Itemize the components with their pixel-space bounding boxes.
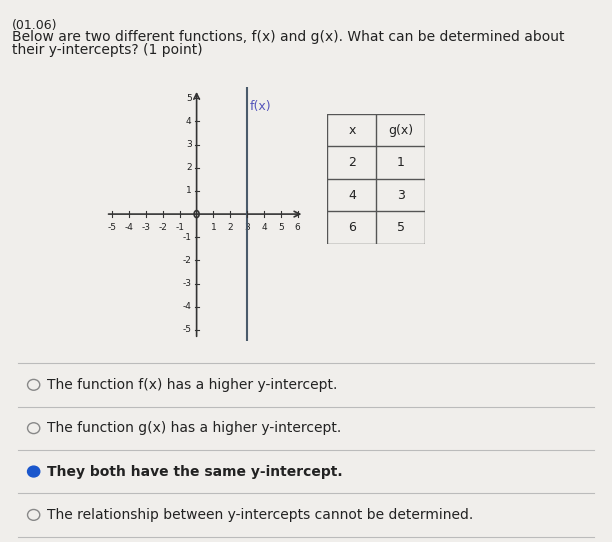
Text: -4: -4 <box>125 223 134 233</box>
Text: 1: 1 <box>397 156 405 169</box>
Text: 2: 2 <box>228 223 233 233</box>
Text: f(x): f(x) <box>250 100 271 113</box>
Text: -1: -1 <box>175 223 184 233</box>
Text: 3: 3 <box>186 140 192 149</box>
Text: 5: 5 <box>186 94 192 103</box>
Text: -1: -1 <box>182 233 192 242</box>
Text: their y-intercepts? (1 point): their y-intercepts? (1 point) <box>12 43 203 57</box>
Text: (01.06): (01.06) <box>12 19 58 32</box>
Text: 6: 6 <box>295 223 300 233</box>
Text: They both have the same y-intercept.: They both have the same y-intercept. <box>47 464 343 479</box>
Text: 4: 4 <box>348 189 356 202</box>
Text: 5: 5 <box>278 223 283 233</box>
Text: x: x <box>348 124 356 137</box>
Text: 4: 4 <box>186 117 192 126</box>
Text: 4: 4 <box>261 223 267 233</box>
Text: 2: 2 <box>186 163 192 172</box>
Text: g(x): g(x) <box>388 124 414 137</box>
Text: 1: 1 <box>186 186 192 196</box>
Text: The function f(x) has a higher y-intercept.: The function f(x) has a higher y-interce… <box>47 378 337 392</box>
Text: The function g(x) has a higher y-intercept.: The function g(x) has a higher y-interce… <box>47 421 341 435</box>
Text: 5: 5 <box>397 221 405 234</box>
Text: 6: 6 <box>348 221 356 234</box>
Text: 1: 1 <box>211 223 216 233</box>
Text: -3: -3 <box>182 279 192 288</box>
Text: 2: 2 <box>348 156 356 169</box>
Text: -3: -3 <box>141 223 151 233</box>
Text: -5: -5 <box>182 325 192 334</box>
Text: -5: -5 <box>108 223 117 233</box>
Text: The relationship between y-intercepts cannot be determined.: The relationship between y-intercepts ca… <box>47 508 473 522</box>
Text: -2: -2 <box>159 223 168 233</box>
Text: Below are two different functions, f(x) and g(x). What can be determined about: Below are two different functions, f(x) … <box>12 30 565 44</box>
Text: -4: -4 <box>182 302 192 311</box>
Text: -2: -2 <box>182 256 192 265</box>
Text: 3: 3 <box>244 223 250 233</box>
Text: 3: 3 <box>397 189 405 202</box>
